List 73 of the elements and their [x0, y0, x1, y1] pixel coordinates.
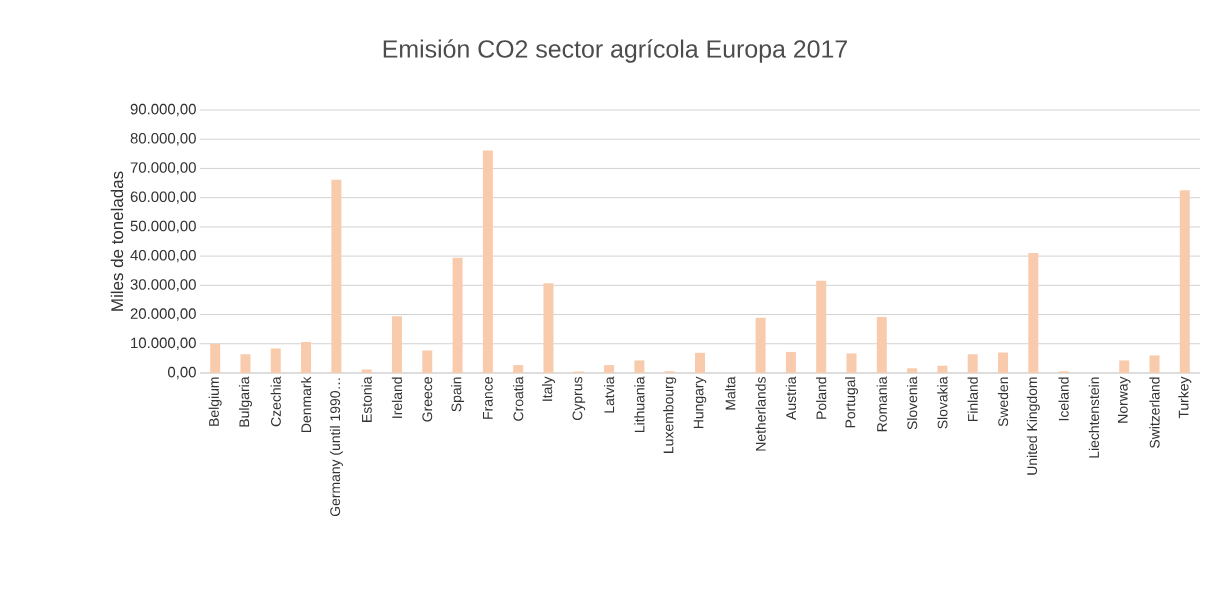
bar [1179, 190, 1190, 373]
x-tick-label: Germany (until 1990… [329, 378, 343, 517]
bar [846, 353, 857, 373]
bar [240, 354, 251, 373]
bar [937, 365, 948, 373]
x-tick-label: Cyprus [572, 377, 586, 420]
x-tick-label: Czechia [270, 376, 281, 427]
x-tick-label: Greece [422, 377, 433, 422]
y-tick-label: 40.000,00 [130, 249, 196, 263]
bar [785, 351, 796, 373]
bar [967, 354, 978, 373]
bar [301, 342, 312, 373]
x-tick-label: Luxembourg [663, 377, 677, 453]
x-tick-label: Netherlands [755, 377, 766, 451]
x-tick-label: Ireland [391, 377, 403, 418]
x-tick-label: Iceland [1058, 377, 1069, 421]
x-tick-label: Lithuania [634, 376, 645, 432]
x-tick-label: Liechtenstein [1088, 377, 1100, 458]
bar [391, 316, 402, 373]
bar [452, 257, 463, 373]
bar [1028, 252, 1039, 373]
bar [210, 343, 221, 373]
y-tick-label: 50.000,00 [130, 220, 196, 234]
y-tick-label: 80.000,00 [130, 133, 196, 146]
x-tick-label: Croatia [513, 376, 524, 421]
x-tick-label: Hungary [693, 376, 707, 429]
x-tick-label: Estonia [361, 376, 372, 422]
x-tick-label: Bulgaria [238, 376, 252, 427]
bar [907, 368, 918, 373]
x-tick-label: France [483, 377, 493, 419]
y-tick-label: 0,00 [167, 366, 196, 380]
x-tick-label: Latvia [603, 376, 615, 413]
x-tick-label: Belgium [208, 377, 222, 426]
chart-title: Emisión CO2 sector agrícola Europa 2017 [383, 39, 847, 63]
x-tick-label: Slovenia [906, 376, 918, 430]
x-tick-label: Italy [541, 376, 555, 401]
y-tick-label: 70.000,00 [130, 162, 196, 175]
y-tick-label: 10.000,00 [131, 337, 196, 350]
x-tick-label: Norway [1117, 376, 1131, 423]
bar [876, 316, 887, 373]
bar [998, 352, 1009, 373]
x-tick-label: Malta [725, 376, 736, 410]
bar [482, 150, 493, 373]
x-tick-label: Spain [451, 377, 465, 412]
bar [543, 283, 554, 373]
y-tick-label: 30.000,00 [130, 279, 196, 292]
y-tick-label: 20.000,00 [130, 308, 196, 321]
x-tick-label: Poland [816, 377, 827, 419]
y-tick-label: 90.000,00 [130, 103, 196, 117]
bar [694, 352, 705, 373]
x-tick-label: Sweden [997, 377, 1009, 427]
bar [270, 348, 281, 373]
bar [816, 280, 827, 373]
x-tick-label: Denmark [300, 376, 312, 432]
x-tick-label: Slovakia [937, 376, 948, 429]
bar [634, 360, 645, 373]
x-tick-label: Portugal [845, 377, 858, 428]
bar [1149, 355, 1160, 373]
x-tick-label: Switzerland [1149, 377, 1160, 448]
x-tick-label: Finland [967, 377, 978, 422]
bar [422, 350, 433, 373]
x-tick-label: United Kingdom [1026, 377, 1040, 475]
x-tick-label: Austria [785, 376, 797, 420]
y-tick-label: 60.000,00 [130, 191, 196, 204]
bar [331, 179, 342, 373]
y-axis-title: Miles de toneladas [110, 171, 124, 311]
bar [1119, 360, 1130, 373]
bar [755, 317, 766, 373]
bar [604, 365, 615, 373]
x-tick-label: Turkey [1178, 376, 1192, 419]
x-tick-label: Romania [876, 376, 887, 432]
bar [361, 369, 372, 373]
bar [513, 365, 524, 373]
